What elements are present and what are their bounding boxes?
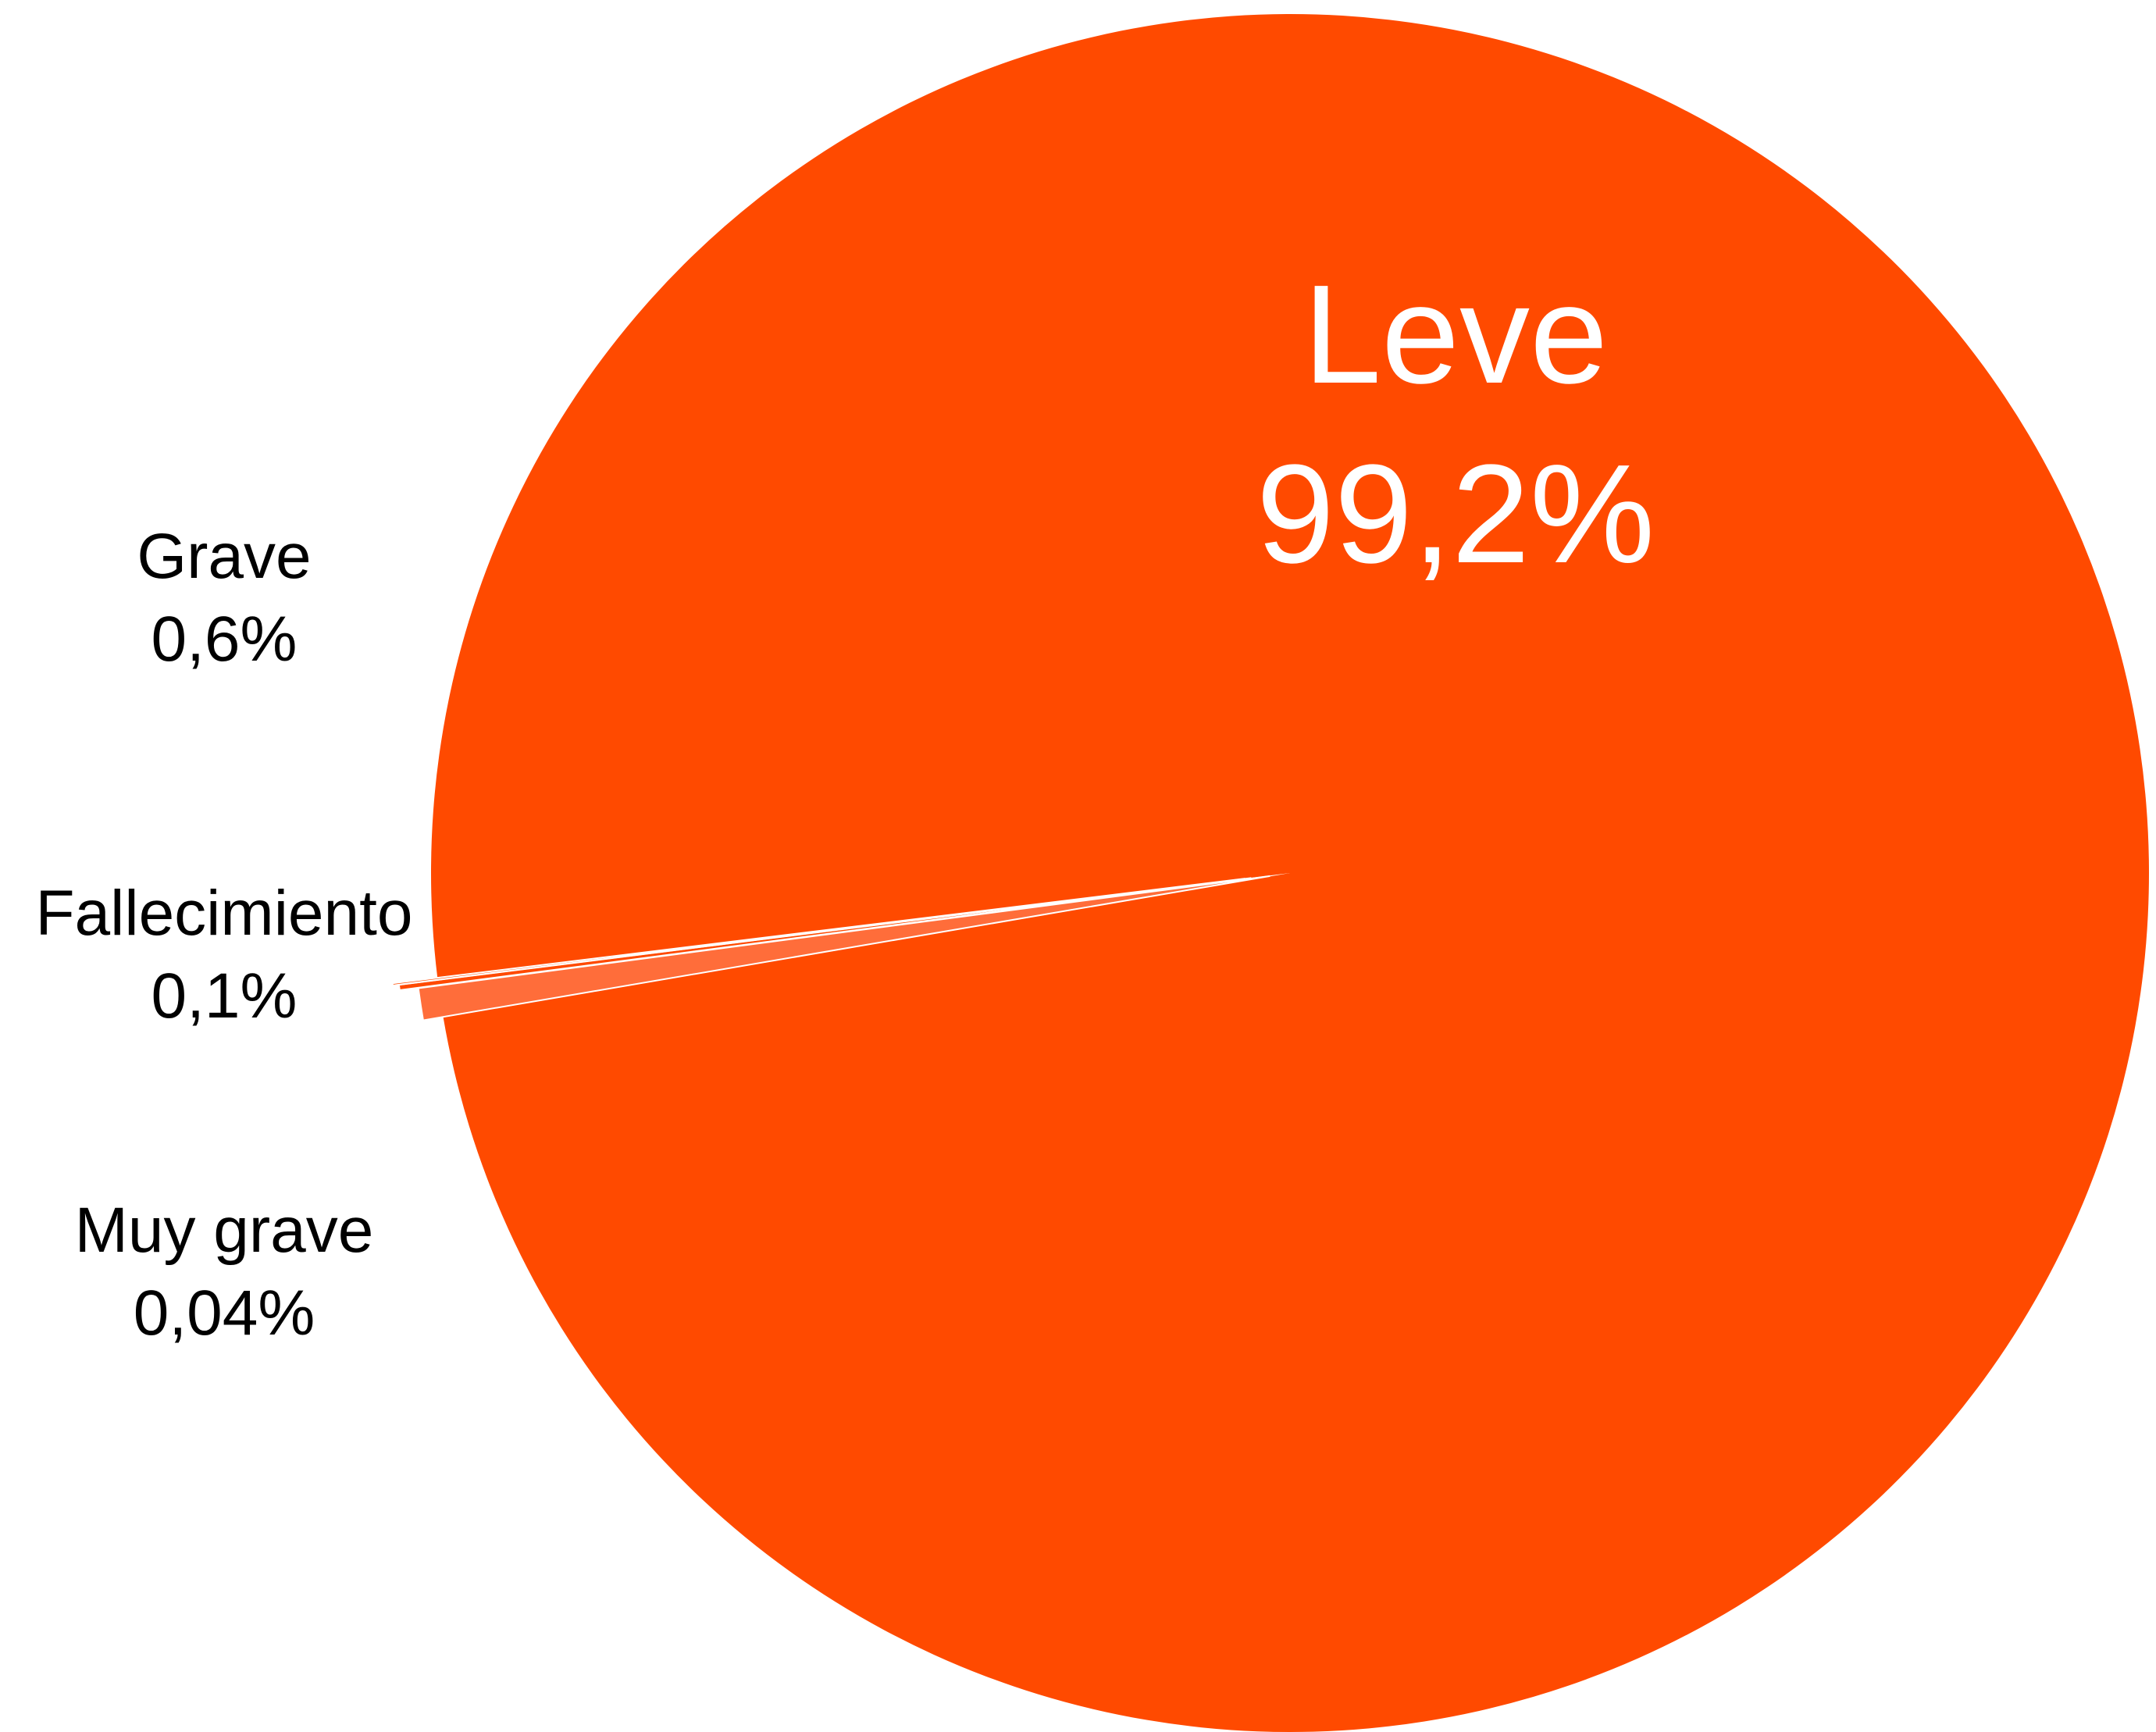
- label-grave-value: 0,6%: [151, 604, 298, 675]
- label-grave-name: Grave: [137, 521, 311, 592]
- label-fallecimiento-value: 0,1%: [151, 960, 298, 1032]
- label-leve-name: Leve: [1303, 256, 1608, 413]
- label-fallecimiento-name: Fallecimiento: [35, 878, 412, 949]
- slice-muy-grave: [391, 878, 1245, 987]
- label-leve-value: 99,2%: [1256, 436, 1655, 593]
- slice-leve: [430, 13, 2149, 1732]
- pie-slices: [391, 13, 2149, 1732]
- pie-labels: Leve 99,2% Grave 0,6% Fallecimiento 0,1% Muy g…: [35, 256, 1655, 1349]
- label-muy-grave-value: 0,04%: [134, 1278, 315, 1349]
- label-muy-grave-name: Muy grave: [75, 1195, 374, 1266]
